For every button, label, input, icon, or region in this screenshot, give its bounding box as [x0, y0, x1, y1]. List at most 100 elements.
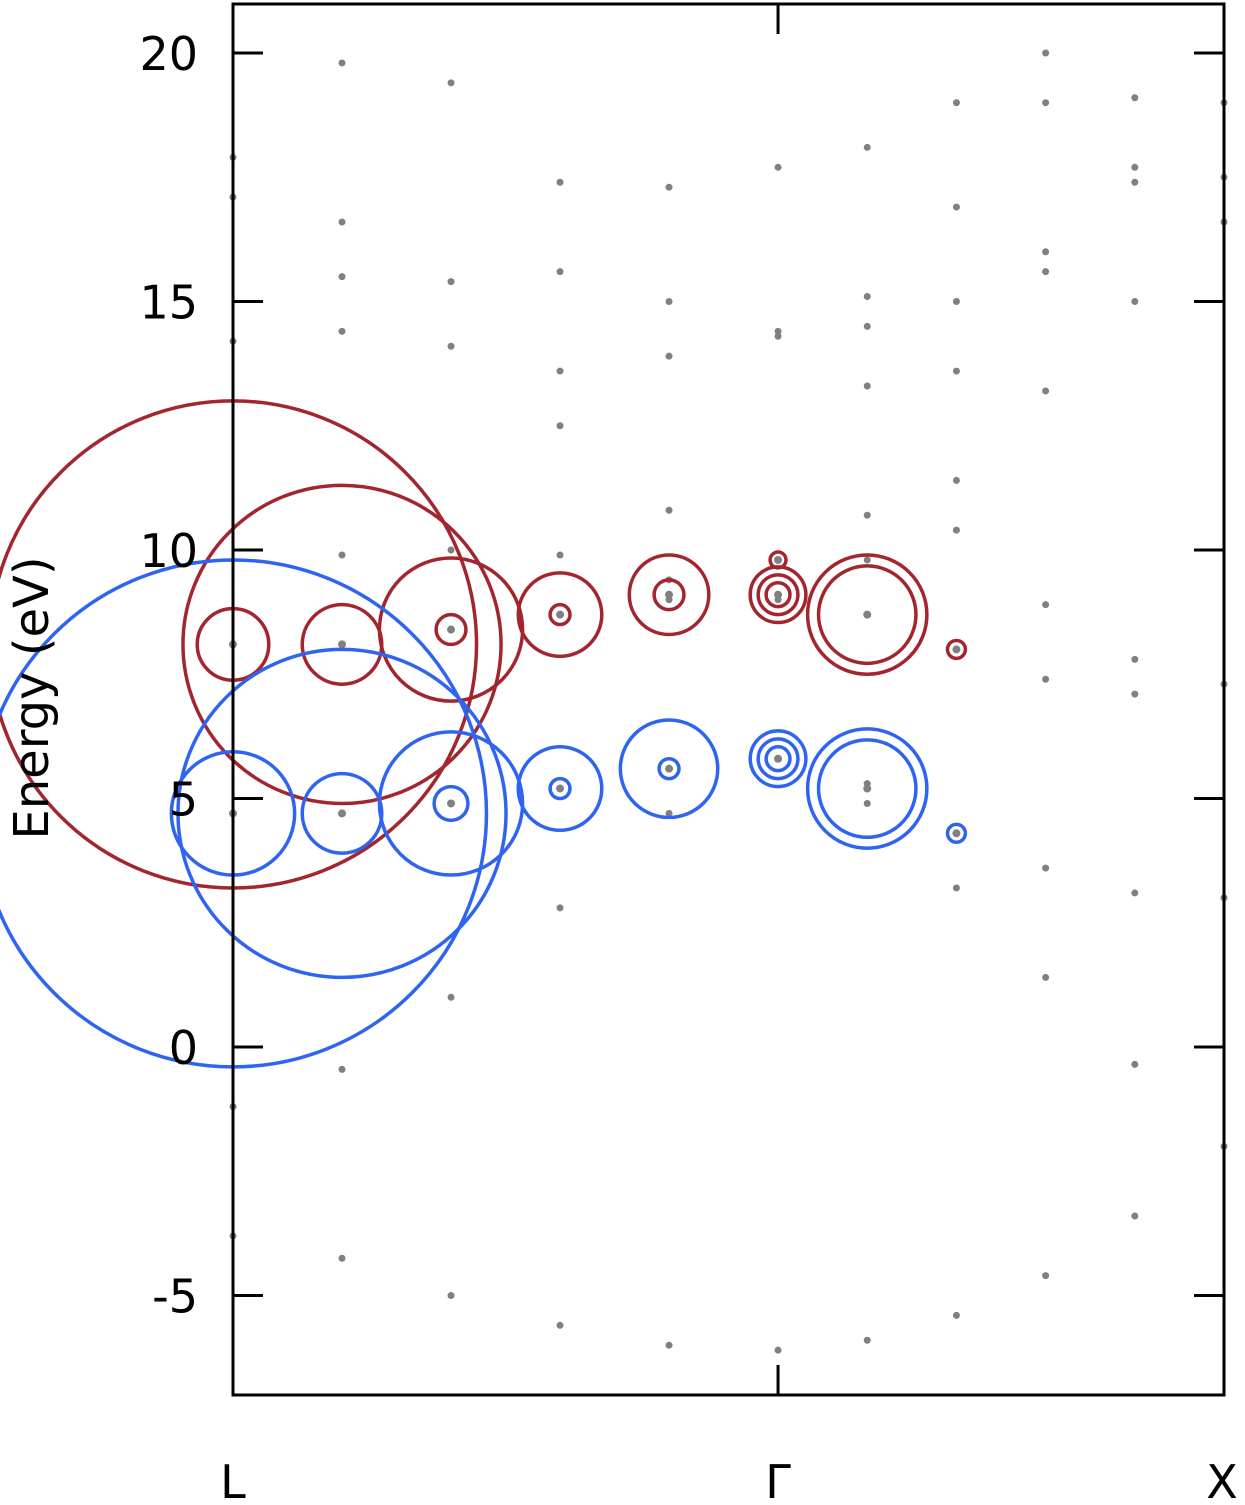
band-point — [556, 610, 565, 619]
band-point — [1042, 99, 1050, 107]
band-point — [1042, 973, 1050, 981]
band-point — [556, 904, 564, 912]
band-point — [863, 143, 871, 151]
weight-circle — [548, 776, 572, 801]
x-tick-label: Γ — [765, 1455, 791, 1505]
band-point — [665, 298, 673, 305]
band-point — [774, 327, 782, 335]
band-point — [1131, 1060, 1139, 1068]
weight-circle — [764, 745, 792, 773]
band-point — [338, 1254, 346, 1262]
band-point — [338, 327, 346, 335]
band-point — [665, 1341, 673, 1349]
band-point — [863, 610, 872, 619]
weight-circle — [805, 553, 929, 676]
band-point — [447, 625, 456, 634]
band-point — [952, 203, 960, 211]
band-point — [556, 178, 564, 186]
band-point — [665, 183, 673, 191]
band-point — [1042, 1272, 1050, 1280]
weight-circle — [0, 399, 479, 890]
y-tick-label: 20 — [139, 27, 198, 81]
band-point — [952, 645, 961, 654]
band-point — [1131, 298, 1139, 305]
weight-circle — [945, 822, 968, 844]
y-axis-label: Energy (eV) — [4, 556, 60, 839]
band-point — [1042, 601, 1050, 609]
band-point — [338, 218, 346, 226]
band-point — [1131, 690, 1139, 698]
band-point — [338, 640, 347, 649]
band-point — [863, 382, 871, 390]
weight-circle — [652, 578, 686, 612]
weight-circle — [768, 550, 788, 570]
y-tick-label: -5 — [152, 1270, 198, 1324]
y-tick-label: 5 — [169, 773, 198, 827]
band-point — [1042, 268, 1050, 276]
band-point — [338, 1065, 346, 1073]
band-point — [447, 993, 455, 1001]
band-point — [447, 546, 455, 554]
weight-circle — [516, 745, 604, 833]
band-point — [1131, 1212, 1139, 1220]
band-point — [447, 1292, 455, 1299]
band-weight-circles — [0, 399, 968, 1069]
weight-circle — [764, 581, 792, 609]
band-point — [1042, 248, 1050, 256]
band-point — [447, 79, 455, 87]
weight-circle — [627, 553, 711, 637]
band-point — [556, 268, 564, 276]
y-tick-label: 0 — [169, 1021, 198, 1075]
band-point — [863, 293, 871, 301]
plot-frame — [231, 2, 1226, 1397]
band-point — [1042, 864, 1050, 872]
band-point — [952, 1311, 960, 1319]
tick-marks — [233, 4, 1224, 1395]
band-point — [952, 829, 961, 838]
band-point — [665, 590, 674, 599]
band-point — [774, 163, 782, 171]
band-point — [952, 99, 960, 107]
band-point — [1131, 94, 1139, 102]
band-point — [774, 332, 782, 340]
background-points — [229, 49, 1228, 1354]
band-point — [556, 784, 565, 793]
weight-circle — [181, 483, 503, 806]
band-point — [665, 506, 673, 514]
band-point — [863, 799, 871, 807]
band-point — [774, 555, 783, 564]
y-tick-label: 10 — [139, 524, 198, 578]
band-point — [1042, 675, 1050, 683]
weight-circle — [657, 756, 681, 781]
weight-circle — [756, 737, 800, 781]
band-point — [665, 764, 674, 773]
weight-circle — [816, 738, 918, 840]
band-point — [774, 754, 783, 763]
band-point — [952, 298, 960, 305]
weight-circle — [945, 638, 968, 661]
band-point — [447, 799, 456, 808]
band-point — [1042, 49, 1050, 57]
band-point — [863, 556, 871, 564]
band-point — [952, 884, 960, 892]
weight-circle — [548, 602, 572, 627]
weight-circle — [516, 571, 604, 659]
band-point — [338, 809, 347, 818]
band-point — [338, 273, 346, 281]
band-point — [952, 476, 960, 484]
band-point — [1131, 889, 1139, 897]
weight-circle — [176, 647, 508, 980]
band-point — [447, 342, 455, 350]
weight-circle — [805, 727, 929, 850]
band-point — [952, 526, 960, 534]
x-tick-label: X — [1206, 1455, 1238, 1505]
band-point — [665, 352, 673, 360]
band-point — [863, 1336, 871, 1344]
band-point — [1131, 655, 1139, 663]
band-point — [952, 367, 960, 375]
band-point — [863, 511, 871, 519]
weight-circle — [0, 558, 489, 1069]
band-point — [338, 59, 346, 67]
